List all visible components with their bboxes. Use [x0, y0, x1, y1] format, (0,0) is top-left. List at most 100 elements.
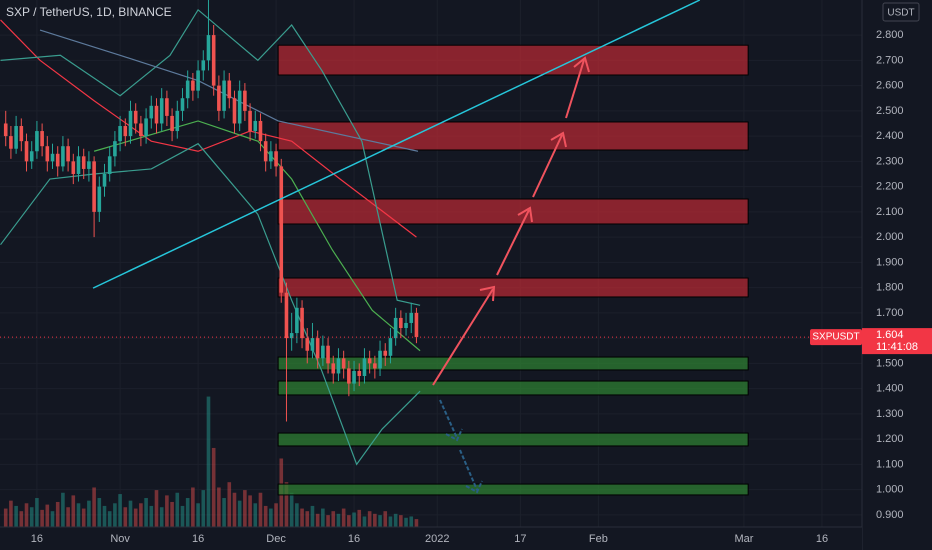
indicator-line: [0, 142, 421, 466]
x-tick-label: 2022: [425, 533, 449, 545]
candle-body: [263, 141, 268, 162]
volume-bar: [102, 505, 107, 527]
volume-bar: [9, 500, 13, 527]
candle-body: [3, 123, 8, 137]
volume-bar: [81, 508, 86, 527]
indicator-line: [0, 8, 421, 306]
candle-body: [326, 345, 330, 364]
volume-bar: [185, 498, 190, 527]
candle-body: [321, 345, 325, 359]
volume-bar: [201, 490, 206, 527]
volume-bar: [50, 511, 55, 527]
volume-bar: [19, 511, 24, 527]
candle-body: [19, 126, 24, 142]
y-tick-label: 2.200: [876, 181, 904, 193]
symbol-label: SXPUSDT: [812, 332, 859, 343]
volume-bar: [211, 447, 216, 527]
candle-body: [97, 186, 102, 212]
volume-bar: [243, 490, 247, 527]
candle-body: [154, 105, 159, 124]
candle-body: [289, 333, 294, 339]
volume-bar: [367, 511, 372, 527]
candle-body: [399, 317, 403, 329]
candle-body: [237, 90, 242, 124]
volume-bar: [55, 501, 60, 527]
candle-body: [414, 312, 419, 338]
candle-body: [133, 110, 138, 124]
y-tick-label: 2.300: [876, 155, 904, 167]
chart-title: SXP / TetherUS, 1D, BINANCE: [6, 5, 172, 19]
candle-body: [310, 338, 315, 351]
candle-body: [102, 173, 107, 187]
candle-body: [201, 60, 206, 71]
price-box: [862, 328, 932, 355]
volume-bar: [300, 508, 304, 527]
candle-body: [279, 166, 284, 293]
candle-body: [71, 161, 76, 174]
volume-bar: [341, 508, 346, 527]
y-tick-label: 2.500: [876, 105, 904, 117]
price-axis: [862, 0, 932, 550]
candle-body: [123, 126, 128, 137]
y-tick-label: 1.900: [876, 256, 904, 268]
candle-body: [170, 115, 174, 132]
candle-body: [76, 156, 81, 174]
zone: [277, 356, 749, 371]
overlays: [0, 8, 421, 466]
volume-bar: [144, 498, 148, 527]
candle-body: [274, 151, 278, 167]
y-tick-label: 0.900: [876, 509, 904, 521]
candle-body: [175, 110, 180, 132]
volume-bar: [165, 495, 169, 527]
candle-body: [243, 90, 247, 111]
y-tick-label: 1.100: [876, 458, 904, 470]
trend: [92, 0, 701, 289]
volume-bar: [206, 396, 211, 527]
y-tick-label: 2.400: [876, 130, 904, 142]
volume-bar: [24, 503, 29, 527]
candle-body: [331, 363, 336, 374]
y-tick-label: 1.000: [876, 484, 904, 496]
candle-body: [367, 358, 372, 364]
candle-body: [336, 358, 341, 374]
candle-body: [378, 350, 382, 369]
volume-bar: [133, 508, 138, 527]
volume-bar: [399, 515, 403, 527]
volume-bar: [170, 501, 174, 527]
trend-line: [92, 0, 701, 289]
volume-bar: [284, 482, 289, 527]
y-tick-label: 2.700: [876, 54, 904, 66]
x-tick-label: Feb: [589, 533, 608, 545]
volume-bar: [66, 507, 70, 527]
volume-bar: [237, 500, 242, 527]
volume-bar: [159, 507, 164, 527]
candle-body: [118, 126, 122, 142]
currency-box[interactable]: [882, 2, 920, 22]
volume-bar: [357, 509, 362, 527]
candle-body: [87, 161, 91, 169]
volume-bar: [222, 498, 226, 527]
candle-body: [107, 156, 112, 174]
candle-body: [404, 322, 408, 329]
y-tick-label: 2.100: [876, 206, 904, 218]
candle-body: [159, 98, 164, 124]
y-tick-label: 2.800: [876, 29, 904, 41]
volume: [3, 396, 419, 527]
zone: [277, 432, 749, 447]
y-tick-label: 1.300: [876, 408, 904, 420]
volume-bar: [92, 487, 96, 527]
volume-bar: [196, 503, 200, 527]
volume-bar: [227, 482, 232, 527]
price-label: 1.604: [876, 329, 904, 341]
volume-bar: [331, 511, 336, 527]
x-tick-label: 16: [192, 533, 204, 545]
volume-bar: [263, 505, 268, 527]
candle-body: [9, 136, 13, 149]
candle-body: [217, 85, 221, 111]
candle-body: [232, 98, 237, 124]
volume-bar: [362, 516, 367, 527]
y-tick-label: 1.700: [876, 307, 904, 319]
candle-body: [284, 292, 289, 339]
candle-body: [211, 35, 216, 86]
